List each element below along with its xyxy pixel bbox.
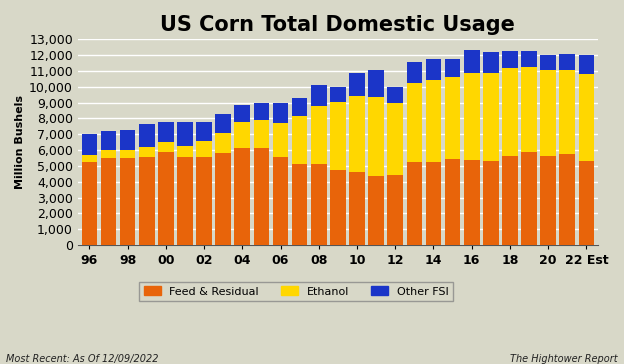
Bar [406,162,422,245]
Bar [82,155,97,162]
Bar [177,122,193,146]
Bar [177,157,193,245]
Bar [253,103,269,120]
Bar [158,142,173,153]
Bar [349,172,365,245]
Legend: Feed & Residual, Ethanol, Other FSI: Feed & Residual, Ethanol, Other FSI [139,282,453,301]
Bar [273,157,288,245]
Bar [426,162,441,245]
Bar [82,134,97,155]
Bar [560,54,575,70]
Bar [330,170,346,245]
Bar [521,67,537,152]
Bar [158,153,173,245]
Bar [502,68,518,157]
Bar [100,131,116,150]
Bar [349,96,365,172]
Bar [235,105,250,122]
Text: Most Recent: As Of 12/09/2022: Most Recent: As Of 12/09/2022 [6,354,158,364]
Bar [445,76,461,159]
Text: The Hightower Report: The Hightower Report [510,354,618,364]
Bar [311,106,326,163]
Bar [139,124,155,147]
Bar [120,150,135,158]
Title: US Corn Total Domestic Usage: US Corn Total Domestic Usage [160,15,515,35]
Bar [235,122,250,148]
Bar [368,176,384,245]
Bar [521,152,537,245]
Bar [273,123,288,157]
Bar [483,52,499,73]
Bar [196,141,212,157]
Bar [502,157,518,245]
Bar [406,83,422,162]
Bar [540,157,556,245]
Bar [464,50,479,73]
Bar [177,146,193,157]
Bar [445,159,461,245]
Bar [540,55,556,70]
Bar [330,87,346,102]
Bar [120,130,135,150]
Bar [100,158,116,245]
Bar [388,103,403,175]
Bar [349,72,365,96]
Bar [578,161,594,245]
Bar [311,85,326,106]
Bar [464,160,479,245]
Bar [120,158,135,245]
Bar [215,153,231,245]
Bar [292,98,308,116]
Bar [215,133,231,153]
Bar [483,161,499,245]
Bar [330,102,346,170]
Bar [273,103,288,123]
Bar [196,122,212,141]
Bar [368,97,384,176]
Bar [560,154,575,245]
Bar [253,120,269,148]
Bar [196,157,212,245]
Bar [139,157,155,245]
Bar [426,59,441,80]
Bar [560,70,575,154]
Bar [445,59,461,76]
Bar [521,51,537,67]
Bar [502,51,518,68]
Bar [82,162,97,245]
Bar [578,74,594,161]
Bar [368,70,384,97]
Y-axis label: Million Bushels: Million Bushels [15,95,25,189]
Bar [139,147,155,157]
Bar [464,73,479,160]
Bar [292,164,308,245]
Bar [215,114,231,133]
Bar [311,163,326,245]
Bar [483,73,499,161]
Bar [158,122,173,142]
Bar [292,116,308,164]
Bar [100,150,116,158]
Bar [253,148,269,245]
Bar [388,87,403,103]
Bar [388,175,403,245]
Bar [540,70,556,157]
Bar [235,148,250,245]
Bar [406,62,422,83]
Bar [426,80,441,162]
Bar [578,55,594,74]
